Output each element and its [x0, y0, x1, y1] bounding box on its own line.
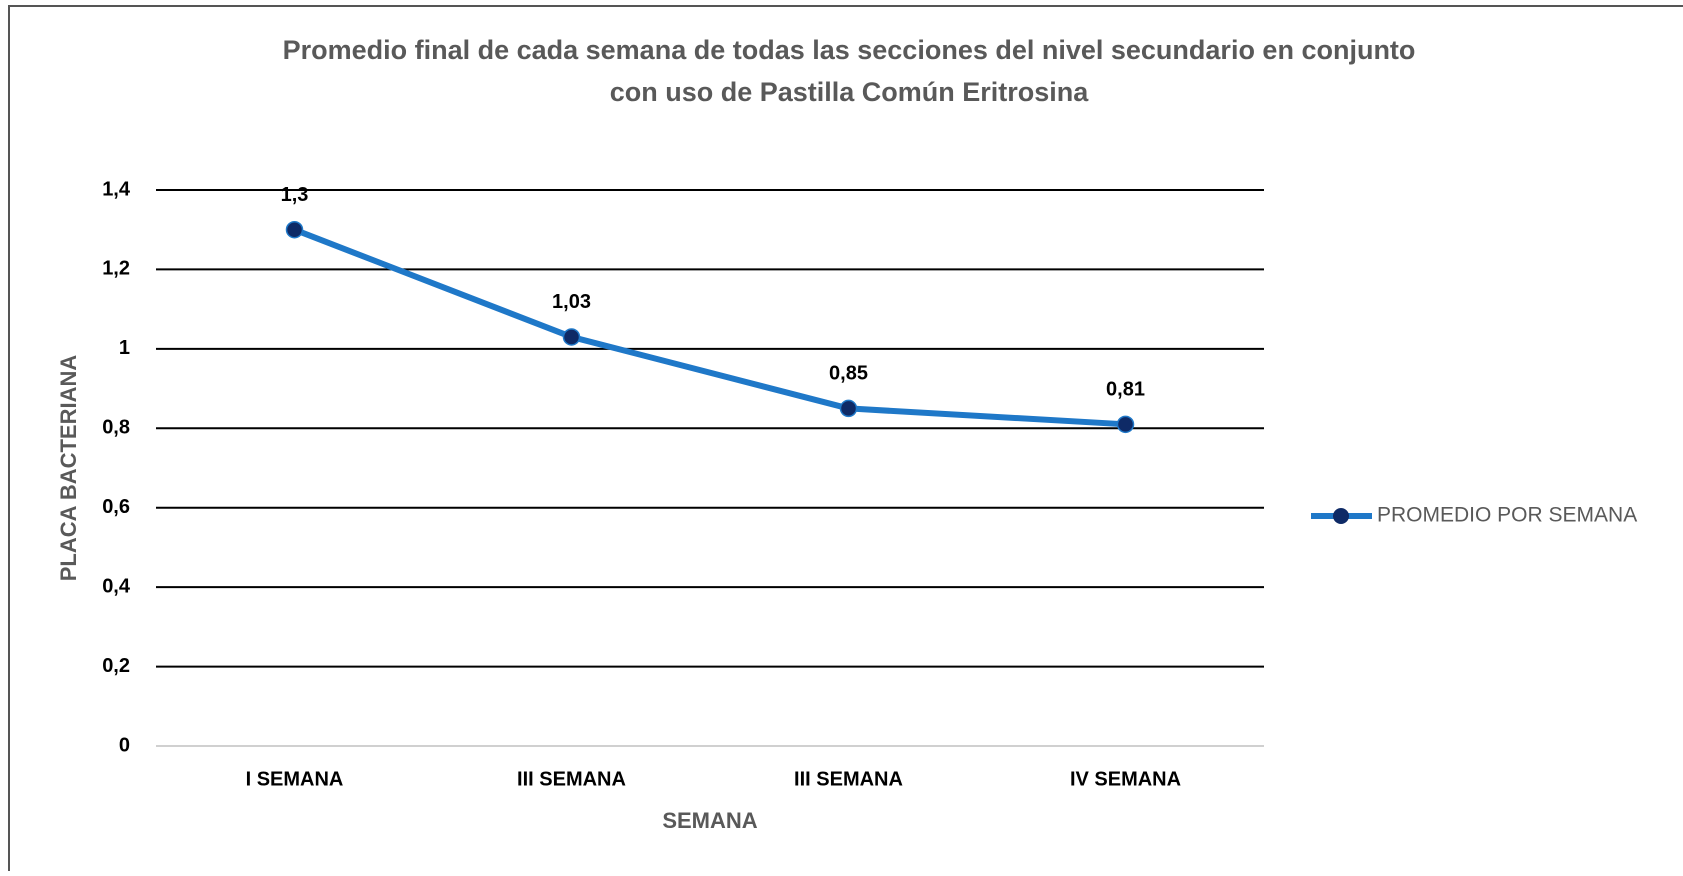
data-point	[1116, 415, 1135, 434]
x-tick-label: I SEMANA	[246, 768, 344, 790]
chart-frame	[8, 5, 1683, 876]
x-tick-label: III SEMANA	[517, 768, 626, 790]
y-tick-label: 0	[119, 734, 130, 756]
legend-label: PROMEDIO POR SEMANA	[1377, 504, 1637, 527]
data-label: 0,85	[829, 363, 868, 385]
y-tick-label: 1	[119, 337, 130, 359]
y-tick-label: 1,2	[102, 258, 130, 280]
y-tick-label: 0,4	[102, 575, 131, 597]
chart-title: Promedio final de cada semana de todas l…	[283, 35, 1416, 65]
y-tick-label: 0,6	[102, 496, 130, 518]
data-point	[285, 220, 304, 239]
x-tick-label: III SEMANA	[794, 768, 903, 790]
data-point	[839, 399, 858, 418]
x-axis-label: SEMANA	[662, 808, 757, 833]
y-tick-label: 0,8	[102, 417, 130, 439]
x-tick-label: IV SEMANA	[1070, 768, 1181, 790]
data-label: 0,81	[1106, 379, 1145, 401]
data-label: 1,03	[552, 291, 591, 313]
legend-marker	[1333, 508, 1349, 524]
y-tick-label: 1,4	[102, 178, 131, 200]
series-line	[293, 226, 1126, 428]
data-label: 1,3	[281, 184, 309, 206]
y-axis-label: PLACA BACTERIANA	[56, 355, 81, 582]
chart-title: con uso de Pastilla Común Eritrosina	[610, 77, 1090, 107]
y-tick-label: 0,2	[102, 655, 130, 677]
data-point	[562, 328, 581, 346]
